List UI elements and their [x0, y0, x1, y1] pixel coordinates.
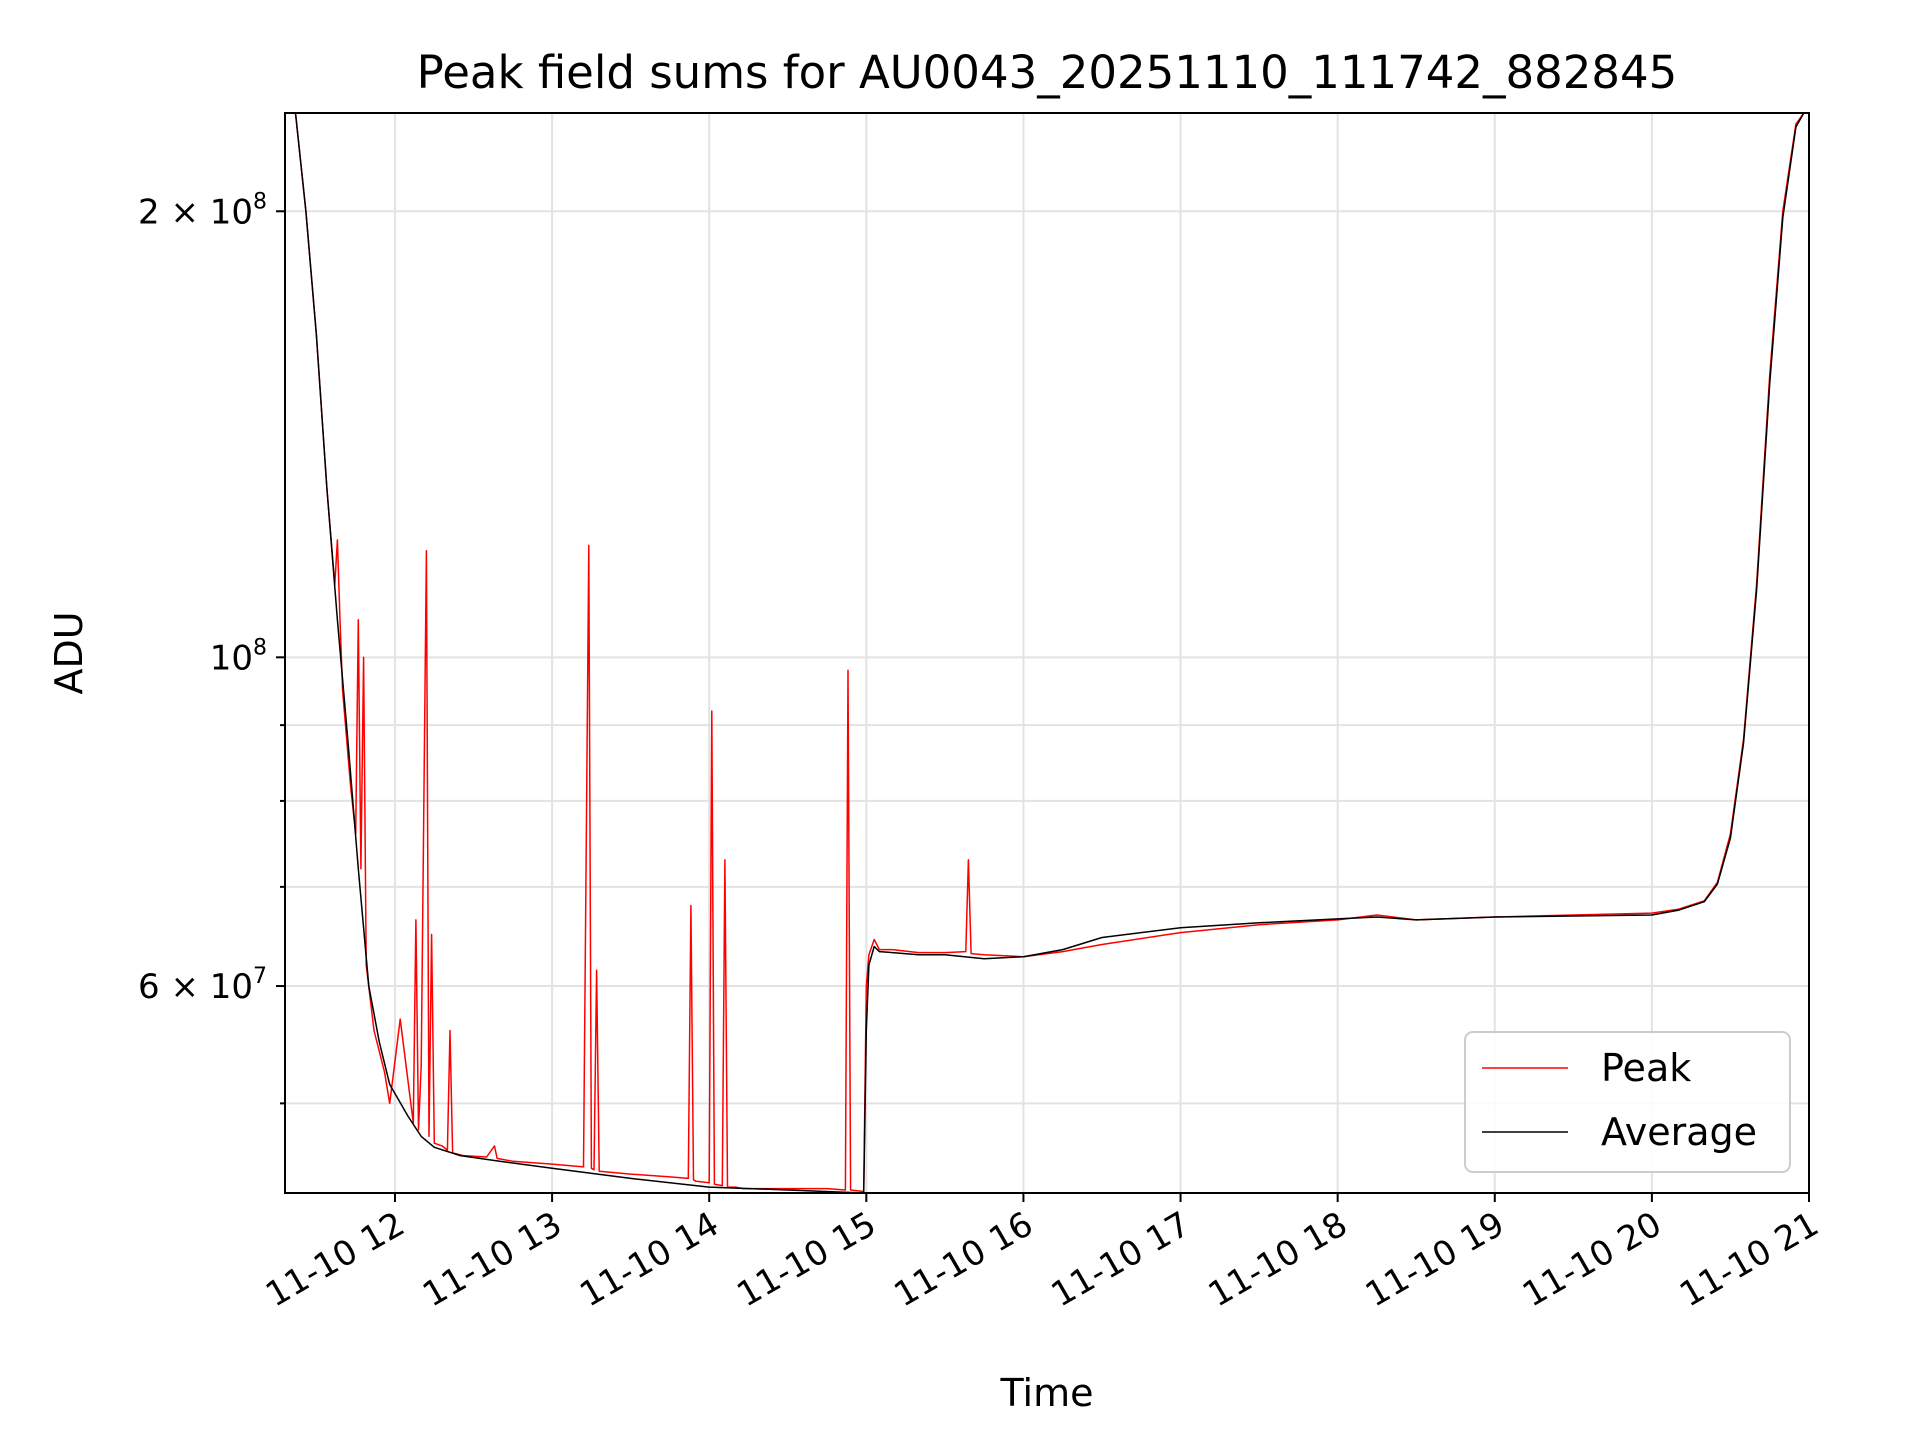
legend-label-average: Average — [1601, 1110, 1757, 1154]
y-tick-label: 2 × 108 — [138, 189, 267, 232]
series-line-peak — [285, 112, 1805, 1193]
chart-title: Peak field sums for AU0043_20251110_1117… — [417, 46, 1678, 99]
series-line-average — [285, 112, 1805, 1194]
legend: Peak Average — [1464, 1031, 1791, 1173]
plot-series — [285, 112, 1805, 1194]
legend-box — [1464, 1031, 1791, 1173]
y-axis-label: ADU — [47, 611, 91, 694]
y-tick-label: 6 × 107 — [138, 964, 267, 1007]
x-axis-label: Time — [1000, 1371, 1094, 1415]
plot-frame — [284, 112, 1810, 1194]
legend-label-peak: Peak — [1601, 1046, 1691, 1090]
